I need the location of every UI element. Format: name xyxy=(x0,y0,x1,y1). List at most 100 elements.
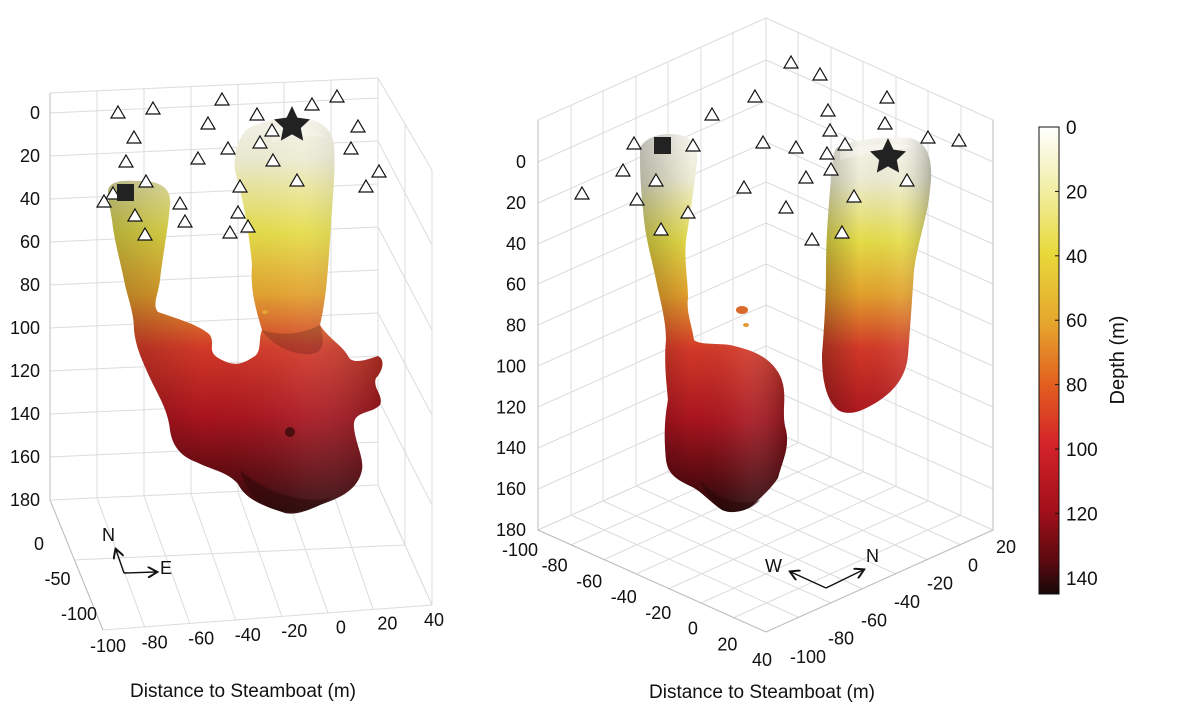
z-tick-label: 80 xyxy=(20,275,40,295)
station-marker xyxy=(797,169,815,184)
station-marker xyxy=(628,191,646,206)
colorbar-tick-label: 100 xyxy=(1066,440,1098,461)
station-marker xyxy=(614,162,632,177)
station-marker xyxy=(573,185,591,200)
y-tick-label: -100 xyxy=(790,647,826,667)
left-x-tick-labels: -100 -80 -60 -40 -20 0 20 40 xyxy=(90,610,444,656)
station-marker xyxy=(878,89,896,104)
station-marker xyxy=(239,218,257,233)
station-marker xyxy=(754,134,772,149)
station-marker xyxy=(221,224,239,239)
right-isosurface xyxy=(640,134,932,513)
station-marker xyxy=(229,204,247,219)
z-tick-label: 80 xyxy=(506,316,526,336)
colorbar-tick-label: 140 xyxy=(1066,569,1098,590)
z-tick-label: 60 xyxy=(506,275,526,295)
station-marker xyxy=(219,140,237,155)
station-marker xyxy=(833,224,851,239)
station-marker xyxy=(652,221,670,236)
compass-north-label-right: N xyxy=(866,546,879,566)
z-tick-label: 180 xyxy=(10,490,40,510)
z-tick-label: 0 xyxy=(30,103,40,123)
y-tick-label: 20 xyxy=(996,537,1016,557)
station-marker xyxy=(95,193,113,208)
station-marker xyxy=(803,231,821,246)
x-tick-label: -60 xyxy=(188,629,214,649)
station-marker xyxy=(787,139,805,154)
colorbar-tick-label: 80 xyxy=(1066,376,1087,397)
station-marker xyxy=(176,213,194,228)
station-marker xyxy=(251,134,269,149)
right-compass: W N xyxy=(765,546,879,589)
z-tick-label: 100 xyxy=(496,356,526,376)
z-tick-label: 120 xyxy=(496,397,526,417)
x-tick-label: -60 xyxy=(576,571,602,591)
station-marker xyxy=(248,106,266,121)
station-marker xyxy=(950,132,968,147)
station-marker xyxy=(109,104,127,119)
compass-east-label: E xyxy=(160,558,172,578)
x-tick-label: -100 xyxy=(502,540,538,560)
station-marker xyxy=(357,178,375,193)
station-marker xyxy=(264,152,282,167)
right-x-tick-labels: -100-80 -60 -40 -20 0 20 40 xyxy=(502,540,772,670)
station-marker xyxy=(303,96,321,111)
right-station-markers xyxy=(573,54,968,246)
x-tick-label: 40 xyxy=(424,610,444,630)
x-tick-label: 20 xyxy=(377,614,397,634)
station-marker xyxy=(137,173,155,188)
right-square-marker xyxy=(654,137,671,154)
colorbar-tick-label: 20 xyxy=(1066,182,1087,203)
station-marker xyxy=(919,129,937,144)
y-tick-label: -20 xyxy=(927,574,953,594)
z-tick-label: 40 xyxy=(20,189,40,209)
z-tick-label: 160 xyxy=(10,447,40,467)
colorbar-tick-label: 60 xyxy=(1066,311,1087,332)
compass-west-label: W xyxy=(765,556,782,576)
z-tick-label: 40 xyxy=(506,234,526,254)
station-marker xyxy=(231,178,249,193)
z-tick-label: 140 xyxy=(496,438,526,458)
station-marker xyxy=(898,172,916,187)
station-marker xyxy=(125,129,143,144)
x-tick-label: -20 xyxy=(645,603,671,623)
x-tick-label: -40 xyxy=(235,625,261,645)
station-marker xyxy=(818,145,836,160)
left-square-marker xyxy=(117,184,134,201)
station-marker xyxy=(735,179,753,194)
station-marker xyxy=(288,172,306,187)
right-z-tick-labels: 0 20 40 60 80 100 120 140 160 180 xyxy=(496,152,526,540)
colorbar-label: Depth (m) xyxy=(1107,316,1129,405)
x-tick-label: -20 xyxy=(281,621,307,641)
station-marker xyxy=(819,102,837,117)
colorbar: 0 20 40 60 80 100 120 140 Depth (m) xyxy=(1038,118,1129,595)
x-tick-label: -40 xyxy=(611,587,637,607)
z-tick-label: 20 xyxy=(506,193,526,213)
station-marker xyxy=(746,88,764,103)
station-marker xyxy=(104,185,122,200)
y-tick-label: -100 xyxy=(61,604,97,624)
x-tick-label: -80 xyxy=(542,556,568,576)
right-grid xyxy=(536,17,995,633)
station-marker xyxy=(777,199,795,214)
station-marker xyxy=(811,66,829,81)
station-marker xyxy=(144,100,162,115)
station-marker xyxy=(625,135,643,150)
x-tick-label: -100 xyxy=(90,636,126,656)
left-station-markers xyxy=(95,88,388,241)
station-marker xyxy=(876,115,894,130)
z-tick-label: 100 xyxy=(10,318,40,338)
colorbar-ticks: 0 20 40 60 80 100 120 140 xyxy=(1055,118,1098,590)
station-marker xyxy=(684,137,702,152)
x-tick-label: -80 xyxy=(142,632,168,652)
station-marker xyxy=(263,122,281,137)
x-tick-label: 40 xyxy=(752,650,772,670)
colorbar-bar xyxy=(1038,126,1060,595)
right-star-marker xyxy=(870,138,906,173)
station-marker xyxy=(647,172,665,187)
left-y-tick-labels: 0-50 -100 xyxy=(34,534,97,624)
z-tick-label: 120 xyxy=(10,361,40,381)
y-tick-label: 0 xyxy=(34,534,44,554)
